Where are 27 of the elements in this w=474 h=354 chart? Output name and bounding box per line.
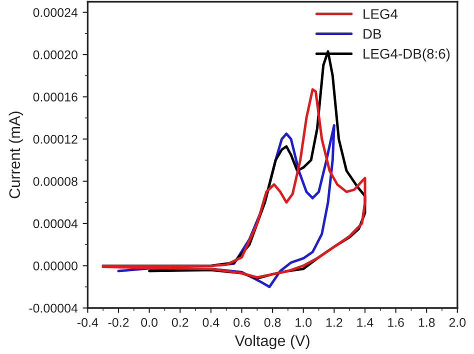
y-tick-label: 0.00016 [33, 92, 78, 102]
x-tick-label: 0.4 [202, 318, 220, 327]
legend-label: LEG4-DB(8:6) [364, 48, 450, 62]
y-tick-label: 0.00024 [33, 8, 78, 17]
y-axis-title: Current (mA) [8, 112, 24, 198]
x-tick-label: 0.0 [141, 318, 158, 327]
x-tick-label: 0.6 [234, 318, 250, 327]
y-tick-label: 0.00020 [33, 50, 78, 60]
x-tick-label: 1.4 [357, 318, 374, 327]
legend-label: LEG4 [364, 9, 398, 19]
x-tick-label: -0.4 [77, 318, 98, 327]
legend-label: DB [364, 29, 382, 39]
x-tick-label: 0.2 [172, 318, 188, 327]
x-tick-label: 1.0 [296, 318, 312, 327]
y-tick-label: 0.00012 [33, 134, 78, 144]
x-tick-label: 1.6 [388, 318, 404, 327]
y-tick-label: 0.00004 [33, 219, 78, 228]
line-series [102, 88, 366, 279]
x-tick-label: 1.8 [418, 318, 435, 327]
y-tick-label: -0.00004 [29, 304, 78, 313]
x-tick-label: -0.2 [108, 318, 129, 327]
x-tick-label: 0.8 [264, 318, 281, 327]
x-axis-title: Voltage (V) [234, 334, 310, 350]
y-tick-label: 0.00000 [33, 262, 78, 270]
y-tick-label: 0.00008 [33, 177, 78, 186]
x-tick-label: 2.0 [449, 318, 466, 327]
x-tick-label: 1.2 [326, 318, 342, 327]
